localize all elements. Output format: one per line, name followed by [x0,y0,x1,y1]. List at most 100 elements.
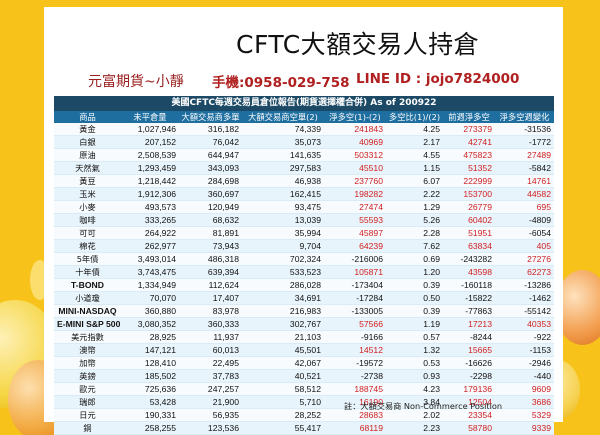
cell-ratio: 2.23 [386,421,443,435]
cell-oi: 53,428 [121,395,179,409]
cell-short: 141,635 [242,148,324,162]
cell-short: 35,073 [242,135,324,149]
cell-ratio: 0.57 [386,330,443,344]
cell-prev: 273379 [443,123,495,136]
cell-short: 34,691 [242,291,324,305]
cell-ratio: 0.69 [386,252,443,266]
table-title: 美國CFTC每週交易員倉位報告(期貨選擇權合併) As of 200922 [54,96,554,111]
table-row: 瑞郎 53,428 21,900 5,710 16190 3.84 12504 3686 [54,395,554,409]
cell-ratio: 2.17 [386,135,443,149]
cell-name: 英鎊 [54,369,121,383]
cell-oi: 262,977 [121,239,179,253]
cell-net: 57566 [324,317,386,331]
column-header: 淨多空(1)-(2) [324,111,386,123]
column-header: 淨多空週變化 [495,111,554,123]
cell-short: 286,028 [242,278,324,292]
cell-ratio: 0.50 [386,291,443,305]
cell-long: 639,394 [179,265,242,279]
cell-prev: 23354 [443,408,495,422]
cell-oi: 258,255 [121,421,179,435]
cell-chg: -4809 [495,213,554,227]
cell-long: 360,697 [179,187,242,201]
cell-short: 302,767 [242,317,324,331]
column-header: 大額交易商空單(2) [242,111,324,123]
cell-ratio: 5.26 [386,213,443,227]
cell-name: T-BOND [54,278,121,292]
cell-short: 13,039 [242,213,324,227]
cell-chg: 14761 [495,174,554,188]
cell-long: 247,257 [179,382,242,396]
page-title: CFTC大額交易人持倉 [236,30,480,59]
cell-prev: 475823 [443,148,495,162]
cell-oi: 2,508,539 [121,148,179,162]
cell-prev: -16626 [443,356,495,370]
cell-short: 9,704 [242,239,324,253]
cell-net: -2738 [324,369,386,383]
cell-ratio: 3.84 [386,395,443,409]
table-row: T-BOND 1,334,949 112,624 286,028 -173404 0.39… [54,278,554,292]
cell-short: 58,512 [242,382,324,396]
table-row: 黃豆 1,218,442 284,698 46,938 237760 6.07 222999… [54,174,554,188]
cell-net: 14512 [324,343,386,357]
cell-name: 可可 [54,226,121,240]
cell-chg: 40353 [495,317,554,331]
cell-long: 17,407 [179,291,242,305]
cell-ratio: 2.28 [386,226,443,240]
cell-ratio: 0.39 [386,278,443,292]
cell-long: 83,978 [179,304,242,318]
cell-long: 81,891 [179,226,242,240]
cell-chg: -6054 [495,226,554,240]
cell-oi: 70,070 [121,291,179,305]
cell-short: 42,067 [242,356,324,370]
cftc-table: 商品 未平倉量 大額交易商多單 大額交易商空單(2) 淨多空(1)-(2) 多空… [54,111,554,435]
cell-name: 5年債 [54,252,121,266]
cell-short: 702,324 [242,252,324,266]
cell-long: 56,935 [179,408,242,422]
cell-prev: 153700 [443,187,495,201]
cell-oi: 147,121 [121,343,179,357]
table-row: 英鎊 185,502 37,783 40,521 -2738 0.93 -2298 -440 [54,369,554,383]
cell-oi: 493,573 [121,200,179,214]
cell-net: 55593 [324,213,386,227]
cell-ratio: 0.39 [386,304,443,318]
table-row: MINI-NASDAQ 360,880 83,978 216,983 -133005 0.… [54,304,554,318]
cell-net: 40969 [324,135,386,149]
cell-chg: -922 [495,330,554,344]
cell-long: 37,783 [179,369,242,383]
cell-short: 533,523 [242,265,324,279]
cell-chg: -440 [495,369,554,383]
cell-net: 28683 [324,408,386,422]
cell-short: 28,252 [242,408,324,422]
cell-oi: 128,410 [121,356,179,370]
cell-name: 十年債 [54,265,121,279]
table-row: 棉花 262,977 73,943 9,704 64239 7.62 63834 405 [54,239,554,253]
cell-name: 原油 [54,148,121,162]
cell-net: 27474 [324,200,386,214]
cell-ratio: 4.23 [386,382,443,396]
cell-oi: 185,502 [121,369,179,383]
column-header: 未平倉量 [121,111,179,123]
cell-net: 64239 [324,239,386,253]
cell-chg: -1462 [495,291,554,305]
table-row: 可可 264,922 81,891 35,994 45897 2.28 51951 -6054 [54,226,554,240]
cell-ratio: 2.22 [386,187,443,201]
cell-name: 加幣 [54,356,121,370]
table-row: 玉米 1,912,306 360,697 162,415 198282 2.22 15370… [54,187,554,201]
cell-name: 黃豆 [54,174,121,188]
cell-chg: 5329 [495,408,554,422]
cell-long: 644,947 [179,148,242,162]
cell-prev: 179136 [443,382,495,396]
cell-short: 21,103 [242,330,324,344]
table-row: 日元 190,331 56,935 28,252 28683 2.02 23354 5329 [54,408,554,422]
table-body: 黃金 1,027,946 316,182 74,339 241843 4.25 273379… [54,123,554,435]
cell-net: 237760 [324,174,386,188]
cell-prev: 42741 [443,135,495,149]
cell-oi: 1,912,306 [121,187,179,201]
cell-net: 45897 [324,226,386,240]
cell-ratio: 1.20 [386,265,443,279]
cell-chg: 27489 [495,148,554,162]
cell-name: 天然氣 [54,161,121,175]
cell-ratio: 1.32 [386,343,443,357]
cell-short: 46,938 [242,174,324,188]
cell-long: 120,949 [179,200,242,214]
